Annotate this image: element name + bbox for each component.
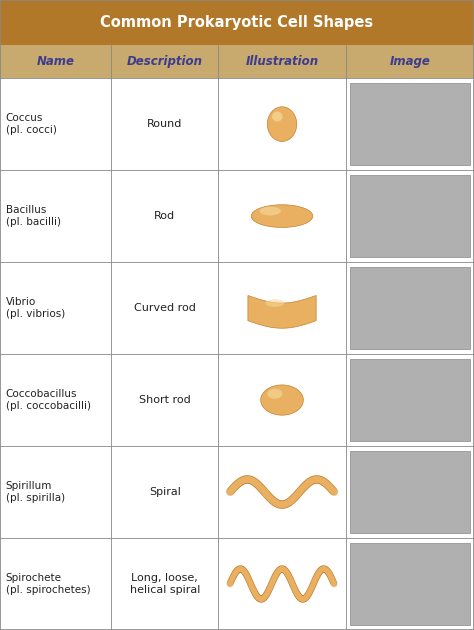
FancyBboxPatch shape — [0, 0, 474, 45]
FancyBboxPatch shape — [0, 45, 474, 78]
Ellipse shape — [265, 299, 284, 307]
FancyBboxPatch shape — [350, 175, 470, 257]
Ellipse shape — [251, 205, 313, 227]
FancyBboxPatch shape — [350, 451, 470, 533]
Text: Spirochete
(pl. spirochetes): Spirochete (pl. spirochetes) — [6, 573, 91, 595]
Text: Illustration: Illustration — [246, 55, 319, 68]
Text: Long, loose,
helical spiral: Long, loose, helical spiral — [129, 573, 200, 595]
FancyBboxPatch shape — [350, 83, 470, 165]
FancyBboxPatch shape — [0, 170, 474, 262]
Text: Rod: Rod — [154, 211, 175, 221]
Text: Short rod: Short rod — [139, 395, 191, 405]
Text: Spirillum
(pl. spirilla): Spirillum (pl. spirilla) — [6, 481, 65, 503]
FancyBboxPatch shape — [350, 359, 470, 441]
Text: Description: Description — [127, 55, 203, 68]
Text: Coccobacillus
(pl. coccobacilli): Coccobacillus (pl. coccobacilli) — [6, 389, 91, 411]
Ellipse shape — [267, 389, 283, 399]
Ellipse shape — [272, 112, 283, 122]
FancyBboxPatch shape — [0, 262, 474, 354]
FancyBboxPatch shape — [0, 78, 474, 170]
Text: Vibrio
(pl. vibrios): Vibrio (pl. vibrios) — [6, 297, 65, 319]
Text: Curved rod: Curved rod — [134, 303, 196, 313]
Text: Common Prokaryotic Cell Shapes: Common Prokaryotic Cell Shapes — [100, 15, 374, 30]
Text: Bacillus
(pl. bacilli): Bacillus (pl. bacilli) — [6, 205, 61, 227]
FancyBboxPatch shape — [0, 538, 474, 630]
FancyBboxPatch shape — [0, 354, 474, 446]
FancyBboxPatch shape — [350, 267, 470, 349]
Ellipse shape — [261, 385, 303, 415]
Text: Name: Name — [36, 55, 75, 68]
Text: Round: Round — [147, 119, 182, 129]
Text: Image: Image — [390, 55, 430, 68]
Text: Coccus
(pl. cocci): Coccus (pl. cocci) — [6, 113, 56, 135]
FancyBboxPatch shape — [350, 543, 470, 625]
Text: Spiral: Spiral — [149, 487, 181, 497]
Ellipse shape — [259, 207, 281, 215]
Polygon shape — [248, 295, 316, 328]
FancyBboxPatch shape — [0, 446, 474, 538]
Ellipse shape — [267, 106, 297, 142]
